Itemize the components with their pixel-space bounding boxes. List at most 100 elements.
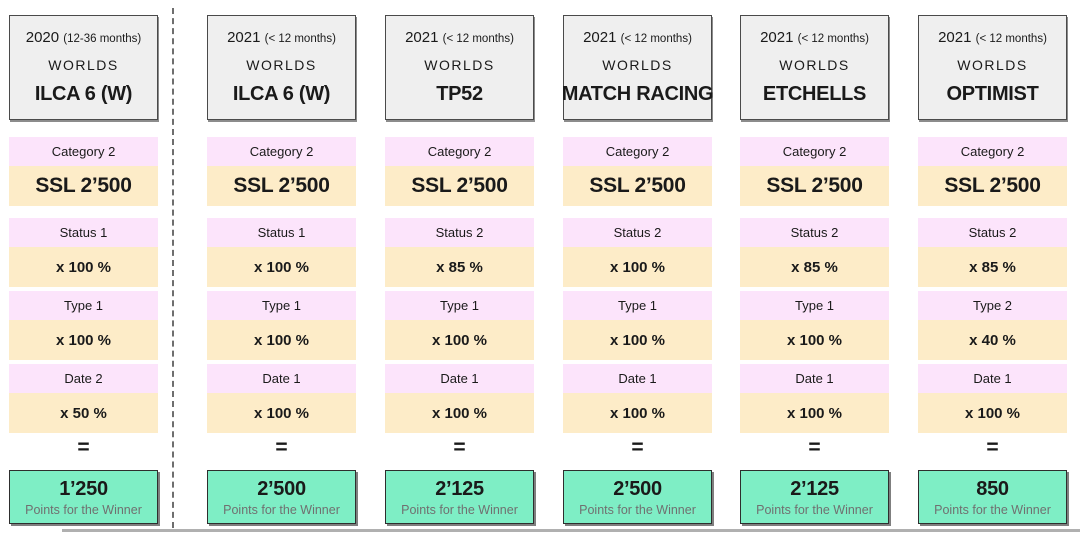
date-label: Date 1 (385, 364, 534, 393)
equals-sign: = (631, 436, 644, 459)
winner-points-box: 2’500 Points for the Winner (563, 470, 712, 524)
winner-points-caption: Points for the Winner (401, 502, 518, 517)
date-multiplier: x 100 % (207, 393, 356, 433)
winner-points-box: 850 Points for the Winner (918, 470, 1067, 524)
winner-points-box: 2’125 Points for the Winner (385, 470, 534, 524)
event-header: 2020 (12-36 months) WORLDS ILCA 6 (W) (9, 15, 158, 120)
event-name: OPTIMIST (946, 82, 1039, 105)
event-period: (< 12 months) (975, 33, 1047, 46)
type-factor-block: Type 2 x 40 % (918, 291, 1067, 360)
category-block: Category 2 SSL 2’500 (9, 137, 158, 206)
event-column-ilca6w-2020: 2020 (12-36 months) WORLDS ILCA 6 (W) Ca… (9, 0, 158, 534)
event-period: (< 12 months) (797, 33, 869, 46)
winner-points-caption: Points for the Winner (579, 502, 696, 517)
date-label: Date 1 (207, 364, 356, 393)
category-block: Category 2 SSL 2’500 (740, 137, 889, 206)
status-factor-block: Status 1 x 100 % (207, 218, 356, 287)
equals-sign: = (986, 436, 999, 459)
event-period: (< 12 months) (264, 33, 336, 46)
winner-points-caption: Points for the Winner (223, 502, 340, 517)
event-column-match-racing: 2021 (< 12 months) WORLDS MATCH RACING C… (561, 0, 714, 534)
type-factor-block: Type 1 x 100 % (207, 291, 356, 360)
event-year-line: 2021 (< 12 months) (405, 29, 514, 46)
event-period: (12-36 months) (63, 33, 142, 46)
winner-points-value: 2’500 (257, 477, 306, 500)
event-series: WORLDS (246, 56, 317, 73)
date-factor-block: Date 1 x 100 % (207, 364, 356, 433)
event-year-line: 2020 (12-36 months) (26, 29, 142, 46)
status-label: Status 2 (385, 218, 534, 247)
event-name: MATCH RACING (561, 82, 714, 105)
status-multiplier: x 85 % (385, 247, 534, 287)
event-column-ilca6w-2021: 2021 (< 12 months) WORLDS ILCA 6 (W) Cat… (207, 0, 356, 534)
type-label: Type 1 (385, 291, 534, 320)
type-factor-block: Type 1 x 100 % (740, 291, 889, 360)
date-factor-block: Date 1 x 100 % (563, 364, 712, 433)
winner-points-value: 2’500 (613, 477, 662, 500)
event-series: WORLDS (957, 56, 1028, 73)
category-block: Category 2 SSL 2’500 (918, 137, 1067, 206)
type-label: Type 1 (9, 291, 158, 320)
type-label: Type 1 (740, 291, 889, 320)
event-year-line: 2021 (< 12 months) (227, 29, 336, 46)
event-name: ILCA 6 (W) (34, 82, 133, 105)
event-header: 2021 (< 12 months) WORLDS ETCHELLS (740, 15, 889, 120)
type-factor-block: Type 1 x 100 % (385, 291, 534, 360)
event-name: TP52 (436, 82, 483, 105)
event-year: 2021 (227, 29, 261, 47)
event-series: WORLDS (48, 56, 119, 73)
date-multiplier: x 100 % (563, 393, 712, 433)
winner-points-value: 2’125 (790, 477, 839, 500)
date-factor-block: Date 1 x 100 % (385, 364, 534, 433)
winner-points-box: 2’125 Points for the Winner (740, 470, 889, 524)
event-header: 2021 (< 12 months) WORLDS MATCH RACING (561, 15, 714, 120)
equals-sign: = (453, 436, 466, 459)
cropped-bottom-edge-line (62, 529, 1080, 532)
category-label: Category 2 (740, 137, 889, 166)
date-label: Date 1 (563, 364, 712, 393)
event-year-line: 2021 (< 12 months) (938, 29, 1047, 46)
date-factor-block: Date 1 x 100 % (918, 364, 1067, 433)
status-factor-block: Status 2 x 85 % (740, 218, 889, 287)
type-factor-block: Type 1 x 100 % (563, 291, 712, 360)
winner-points-box: 1’250 Points for the Winner (9, 470, 158, 524)
status-multiplier: x 100 % (9, 247, 158, 287)
event-year-line: 2021 (< 12 months) (583, 29, 692, 46)
date-multiplier: x 100 % (385, 393, 534, 433)
status-multiplier: x 85 % (740, 247, 889, 287)
equals-sign: = (275, 436, 288, 459)
date-factor-block: Date 1 x 100 % (740, 364, 889, 433)
status-label: Status 2 (740, 218, 889, 247)
year-separator-dashed-line (172, 8, 174, 528)
equals-sign: = (808, 436, 821, 459)
event-period: (< 12 months) (620, 33, 692, 46)
status-label: Status 2 (563, 218, 712, 247)
status-multiplier: x 100 % (207, 247, 356, 287)
type-label: Type 1 (207, 291, 356, 320)
type-multiplier: x 100 % (563, 320, 712, 360)
category-block: Category 2 SSL 2’500 (563, 137, 712, 206)
event-period: (< 12 months) (442, 33, 514, 46)
status-label: Status 1 (9, 218, 158, 247)
category-label: Category 2 (918, 137, 1067, 166)
type-label: Type 1 (563, 291, 712, 320)
event-series: WORLDS (602, 56, 673, 73)
type-multiplier: x 100 % (385, 320, 534, 360)
status-multiplier: x 85 % (918, 247, 1067, 287)
date-multiplier: x 100 % (918, 393, 1067, 433)
event-header: 2021 (< 12 months) WORLDS OPTIMIST (918, 15, 1067, 120)
type-multiplier: x 40 % (918, 320, 1067, 360)
type-label: Type 2 (918, 291, 1067, 320)
event-series: WORLDS (424, 56, 495, 73)
equals-sign: = (77, 436, 90, 459)
category-value: SSL 2’500 (207, 166, 356, 206)
winner-points-caption: Points for the Winner (934, 502, 1051, 517)
date-multiplier: x 50 % (9, 393, 158, 433)
winner-points-value: 2’125 (435, 477, 484, 500)
category-label: Category 2 (9, 137, 158, 166)
status-factor-block: Status 2 x 85 % (385, 218, 534, 287)
category-value: SSL 2’500 (385, 166, 534, 206)
status-label: Status 2 (918, 218, 1067, 247)
event-column-etchells: 2021 (< 12 months) WORLDS ETCHELLS Categ… (740, 0, 889, 534)
